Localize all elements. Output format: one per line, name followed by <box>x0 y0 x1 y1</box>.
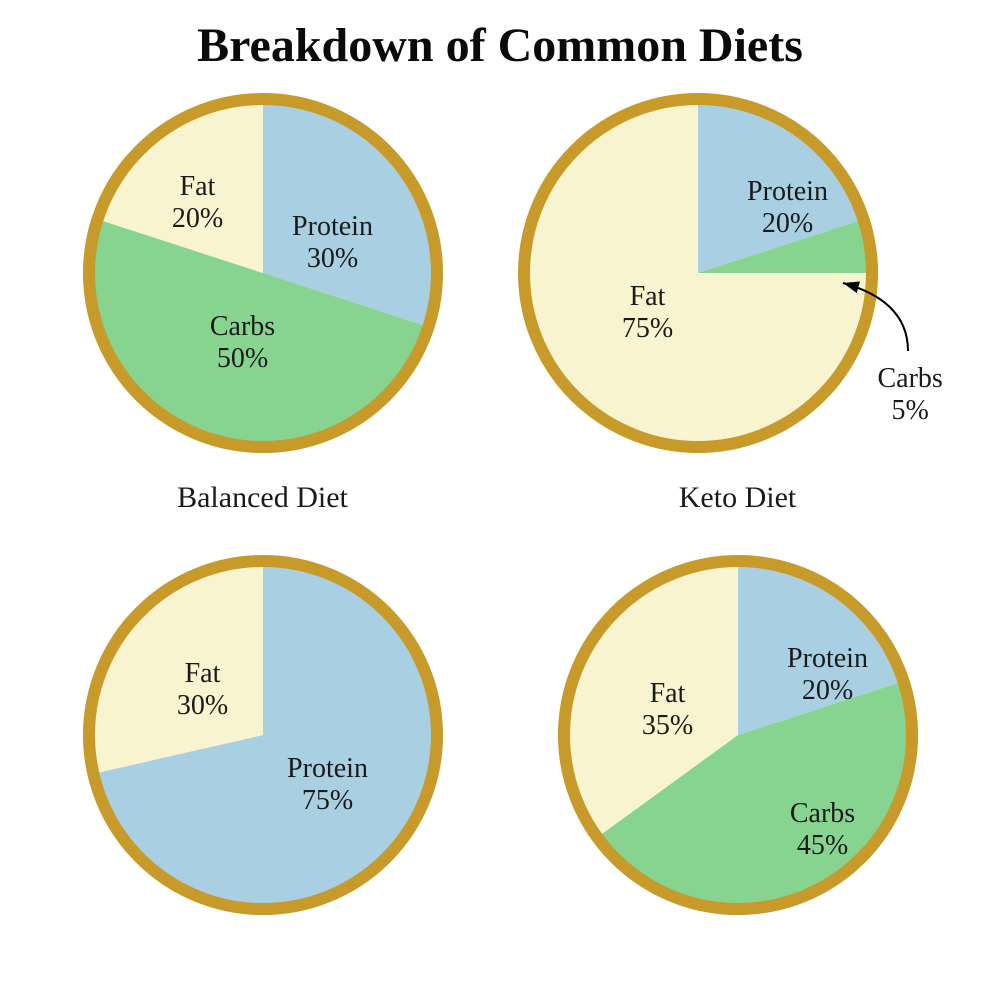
pie-svg-balanced <box>73 83 453 463</box>
caption-balanced: Balanced Diet <box>177 481 348 515</box>
chart-moderate: Protein 20% Carbs 45% Fat 35% <box>505 545 970 977</box>
pie-keto: Protein 20% Fat 75% Carbs 5% <box>508 83 968 463</box>
pie-svg-highprotein <box>73 545 453 925</box>
pie-svg-moderate <box>548 545 928 925</box>
pie-highprotein: Protein 75% Fat 30% <box>73 545 453 925</box>
caption-keto: Keto Diet <box>679 481 796 515</box>
pie-svg-keto <box>508 83 968 463</box>
chart-balanced: Protein 30% Carbs 50% Fat 20% Balanced D… <box>30 83 495 515</box>
pie-balanced: Protein 30% Carbs 50% Fat 20% <box>73 83 453 463</box>
chart-keto: Protein 20% Fat 75% Carbs 5% Keto Diet <box>505 83 970 515</box>
chart-highprotein: Protein 75% Fat 30% <box>30 545 495 977</box>
pie-moderate: Protein 20% Carbs 45% Fat 35% <box>548 545 928 925</box>
page-title: Breakdown of Common Diets <box>0 0 1000 73</box>
pie-grid: Protein 30% Carbs 50% Fat 20% Balanced D… <box>0 73 1000 977</box>
